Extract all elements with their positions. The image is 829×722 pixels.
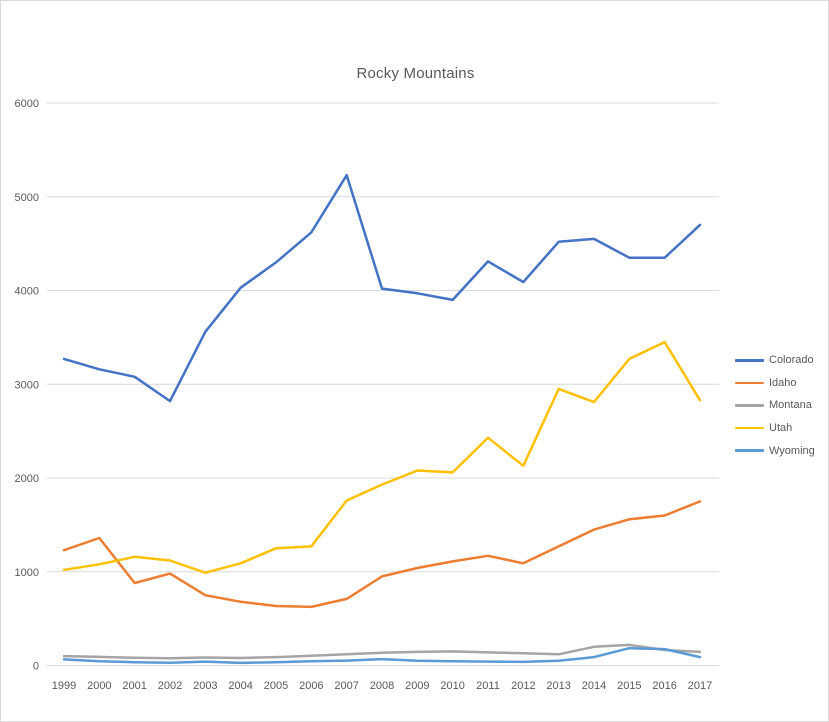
legend-swatch-idaho — [735, 381, 764, 385]
x-tick-label: 2014 — [582, 680, 606, 692]
legend-label: Montana — [769, 399, 812, 412]
x-tick-label: 2008 — [370, 680, 394, 692]
legend-item-utah: Utah — [735, 417, 815, 440]
legend-item-montana: Montana — [735, 394, 815, 417]
x-tick-label: 2007 — [334, 680, 358, 692]
x-tick-label: 2010 — [440, 680, 464, 692]
x-tick-label: 2012 — [511, 680, 535, 692]
legend-label: Utah — [769, 422, 793, 435]
x-tick-label: 2004 — [228, 680, 252, 692]
y-tick-label: 1000 — [15, 567, 39, 579]
x-tick-label: 2001 — [122, 680, 146, 692]
x-tick-label: 2011 — [476, 680, 500, 692]
x-tick-label: 2003 — [193, 680, 217, 692]
legend-label: Colorado — [769, 354, 814, 367]
legend-item-colorado: Colorado — [735, 349, 815, 372]
x-tick-label: 2005 — [264, 680, 288, 692]
y-tick-label: 4000 — [15, 286, 39, 298]
x-tick-label: 2013 — [546, 680, 570, 692]
series-line-idaho — [62, 500, 702, 609]
y-tick-label: 2000 — [15, 473, 39, 485]
series-line-montana — [62, 643, 702, 660]
series-line-utah — [62, 340, 702, 574]
legend-label: Idaho — [769, 376, 797, 389]
x-tick-label: 2009 — [405, 680, 429, 692]
legend-swatch-utah — [735, 426, 764, 430]
series-line-wyoming — [62, 646, 702, 665]
legend-item-idaho: Idaho — [735, 372, 815, 395]
y-tick-label: 0 — [33, 661, 39, 673]
legend-swatch-colorado — [735, 359, 764, 362]
y-tick-label: 6000 — [15, 98, 39, 110]
x-tick-label: 2006 — [299, 680, 323, 692]
series-line-colorado — [62, 173, 702, 403]
legend-swatch-wyoming — [735, 449, 764, 452]
x-tick-label: 2016 — [652, 680, 676, 692]
legend-swatch-montana — [735, 404, 764, 407]
x-tick-label: 2000 — [87, 680, 111, 692]
legend-item-wyoming: Wyoming — [735, 439, 815, 462]
y-tick-label: 5000 — [15, 192, 39, 204]
legend: Colorado Idaho Montana Utah Wyoming — [735, 349, 815, 462]
legend-label: Wyoming — [769, 444, 815, 457]
y-tick-label: 3000 — [15, 379, 39, 391]
x-tick-label: 2015 — [617, 680, 641, 692]
x-tick-label: 2002 — [158, 680, 182, 692]
x-tick-label: 2017 — [688, 680, 712, 692]
x-tick-label: 1999 — [52, 680, 76, 692]
chart-title: Rocky Mountains — [356, 65, 475, 82]
